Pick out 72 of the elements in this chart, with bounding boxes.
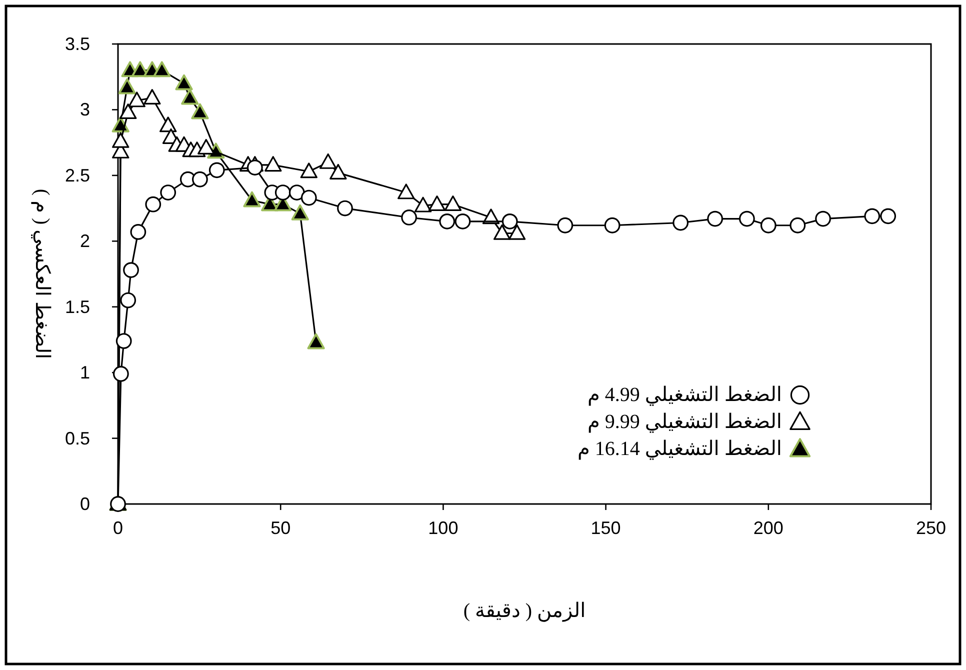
point bbox=[815, 210, 831, 227]
x-tick-label: 200 bbox=[753, 518, 784, 538]
x-tick-label: 0 bbox=[112, 518, 124, 538]
x-tick-label: 50 bbox=[270, 518, 291, 538]
point bbox=[112, 132, 130, 148]
y-tick-label: 1 bbox=[80, 362, 90, 383]
point bbox=[880, 208, 896, 224]
point bbox=[116, 333, 132, 349]
point bbox=[130, 224, 146, 240]
point bbox=[175, 74, 193, 90]
y-tick-label: 3 bbox=[80, 100, 90, 120]
point bbox=[401, 210, 418, 226]
point bbox=[493, 224, 511, 240]
point bbox=[300, 190, 317, 206]
y-tick-label: 2.5 bbox=[64, 165, 90, 186]
point bbox=[319, 153, 337, 169]
point bbox=[428, 195, 446, 211]
point bbox=[145, 196, 162, 212]
point bbox=[112, 366, 129, 382]
point bbox=[159, 116, 177, 132]
point bbox=[508, 224, 526, 240]
legend-label: الضغط التشغيلي 16.14 م bbox=[577, 438, 782, 460]
point bbox=[288, 184, 305, 200]
point bbox=[790, 217, 806, 234]
point bbox=[307, 333, 325, 350]
point bbox=[208, 162, 225, 178]
legend-label: الضغط التشغيلي 4.99 م bbox=[587, 384, 782, 406]
point bbox=[264, 156, 282, 172]
point bbox=[153, 61, 171, 78]
point bbox=[198, 138, 215, 154]
y-tick-label: 0 bbox=[80, 494, 90, 514]
y-tick-label: 0.5 bbox=[64, 428, 90, 448]
point bbox=[760, 217, 776, 234]
point bbox=[672, 214, 689, 231]
point bbox=[557, 217, 574, 234]
point bbox=[274, 184, 291, 200]
point bbox=[337, 200, 353, 216]
point bbox=[128, 92, 146, 108]
point bbox=[192, 171, 208, 188]
point bbox=[119, 103, 137, 119]
point bbox=[300, 162, 318, 178]
y-tick-label: 2 bbox=[80, 231, 90, 252]
point bbox=[246, 160, 263, 176]
y-tick-label: 1.5 bbox=[64, 296, 90, 317]
x-tick-label: 250 bbox=[916, 518, 946, 538]
point bbox=[120, 292, 136, 308]
point bbox=[330, 164, 347, 180]
y-axis-title: الضغط العكسي ( م ) bbox=[31, 188, 53, 360]
point bbox=[502, 213, 518, 230]
point bbox=[160, 184, 176, 200]
point bbox=[144, 89, 161, 105]
point bbox=[604, 217, 620, 234]
legend-label: الضغط التشغيلي 9.99 م bbox=[587, 411, 782, 433]
point bbox=[123, 262, 139, 278]
point bbox=[707, 210, 724, 227]
point bbox=[454, 213, 471, 230]
point bbox=[738, 210, 755, 227]
point bbox=[112, 116, 130, 132]
point bbox=[181, 88, 199, 105]
point bbox=[291, 204, 309, 220]
x-tick-label: 150 bbox=[590, 518, 621, 538]
point bbox=[864, 208, 880, 224]
y-tick-label: 3.5 bbox=[64, 34, 90, 54]
point bbox=[398, 184, 415, 200]
point bbox=[118, 78, 136, 94]
x-axis-title: الزمن ( دقيقة ) bbox=[463, 600, 586, 622]
point bbox=[243, 191, 261, 208]
point bbox=[191, 103, 209, 120]
point bbox=[444, 195, 462, 211]
point bbox=[414, 196, 432, 212]
point bbox=[439, 213, 456, 230]
x-tick-label: 100 bbox=[428, 518, 458, 538]
